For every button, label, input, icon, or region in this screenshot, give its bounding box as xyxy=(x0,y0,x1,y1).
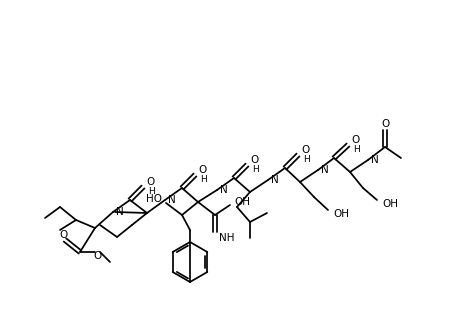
Text: H: H xyxy=(200,176,207,184)
Text: H: H xyxy=(353,146,360,155)
Text: OH: OH xyxy=(333,209,349,219)
Text: O: O xyxy=(198,165,206,175)
Text: O: O xyxy=(250,155,258,165)
Text: HO: HO xyxy=(146,194,162,204)
Text: H: H xyxy=(148,187,155,197)
Text: N: N xyxy=(321,165,329,175)
Text: N: N xyxy=(371,155,379,165)
Text: H: H xyxy=(252,166,259,175)
Text: O: O xyxy=(59,230,67,240)
Text: H: H xyxy=(303,156,310,165)
Text: N: N xyxy=(271,175,279,185)
Text: O: O xyxy=(301,145,309,155)
Text: O: O xyxy=(146,177,154,187)
Text: OH: OH xyxy=(234,197,250,207)
Text: N: N xyxy=(220,185,228,195)
Text: O: O xyxy=(381,119,389,129)
Text: O: O xyxy=(351,135,359,145)
Text: OH: OH xyxy=(382,199,398,209)
Text: N: N xyxy=(168,195,176,205)
Text: N: N xyxy=(116,207,124,217)
Text: O: O xyxy=(93,251,101,261)
Text: NH: NH xyxy=(219,233,234,243)
